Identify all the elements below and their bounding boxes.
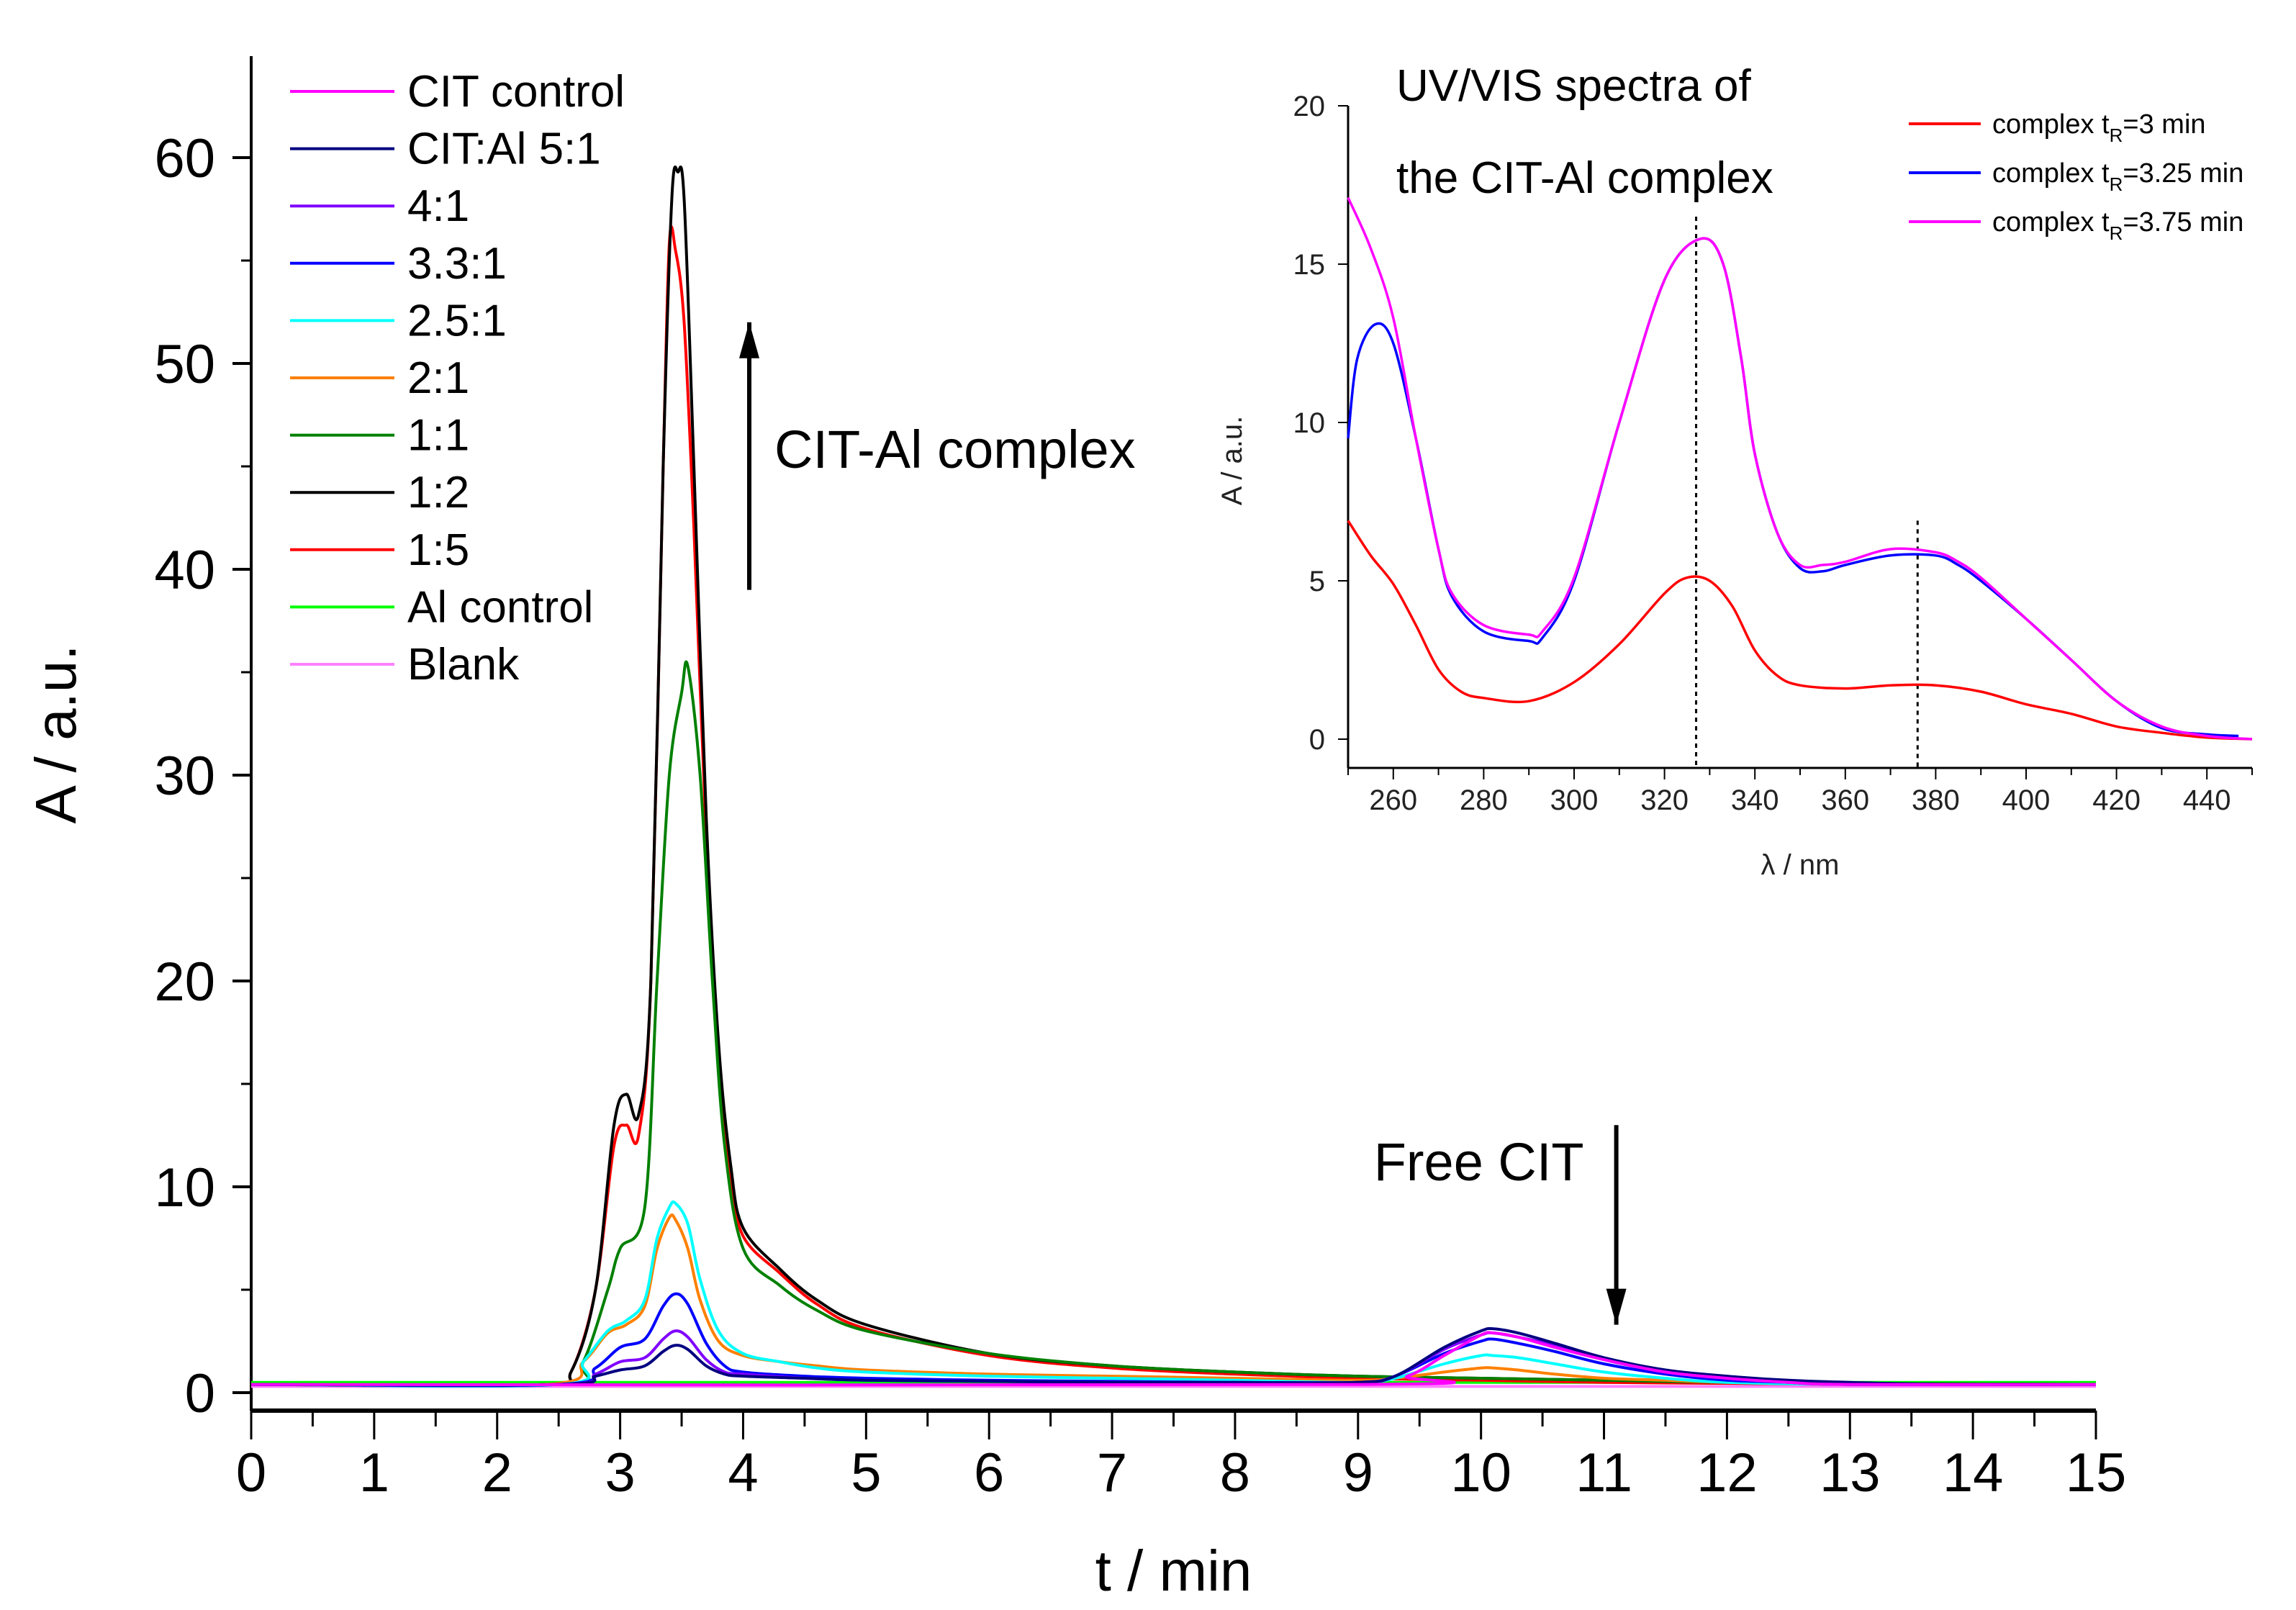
legend-subscript: R — [2110, 125, 2123, 146]
series-line-7 — [250, 166, 2097, 1387]
annotation-label: Free CIT — [1374, 1132, 1584, 1192]
x-tick-label: 2 — [482, 1442, 512, 1503]
x-tick-label: 14 — [1943, 1442, 2004, 1503]
y-tick-label: 60 — [154, 128, 215, 189]
legend-label: Blank — [407, 640, 520, 689]
legend-label: 1:2 — [407, 468, 469, 517]
x-tick-label: 4 — [728, 1442, 758, 1503]
y-axis-label: A / a.u. — [24, 644, 88, 823]
y-tick-label: 0 — [185, 1363, 215, 1424]
inset-y-tick-label: 15 — [1293, 249, 1326, 281]
series-line-5 — [250, 1213, 2097, 1388]
x-tick-label: 3 — [605, 1442, 635, 1503]
legend-label: 2:1 — [407, 353, 469, 403]
legend-subscript: R — [2110, 222, 2123, 244]
legend-label: Al control — [407, 582, 593, 632]
x-tick-label: 12 — [1696, 1442, 1758, 1503]
x-tick-label: 5 — [851, 1442, 881, 1503]
inset-x-tick-label: 380 — [1912, 784, 1960, 816]
y-tick-label: 50 — [154, 334, 215, 395]
legend-suffix: =3.75 min — [2123, 207, 2243, 238]
inset-series-line-0 — [1347, 520, 2253, 741]
x-tick-label: 7 — [1097, 1442, 1127, 1503]
inset-x-tick-label: 440 — [2183, 784, 2231, 816]
legend-label: 3.3:1 — [407, 239, 507, 289]
inset-x-axis-label: λ / nm — [1761, 849, 1840, 881]
inset-y-tick-label: 20 — [1293, 91, 1326, 122]
legend-label: 4:1 — [407, 181, 469, 231]
arrow-down-icon — [1606, 1288, 1627, 1325]
legend-label: 1:1 — [407, 411, 469, 461]
y-tick-label: 30 — [154, 746, 215, 807]
x-tick-label: 15 — [2066, 1442, 2127, 1503]
inset-y-tick-label: 0 — [1309, 724, 1325, 756]
series-line-4 — [250, 1200, 2097, 1388]
inset-axes: 260 280 300 320 340 360 380 400 420 440 0 5 10 15 20 λ … — [1216, 61, 2253, 881]
arrow-up-icon — [739, 322, 760, 358]
legend-label: CIT control — [407, 67, 625, 117]
legend-name: complex t — [1992, 158, 2110, 189]
inset-legend-label: complex tR=3 min — [1992, 109, 2206, 146]
inset-y-tick-label: 10 — [1293, 407, 1326, 439]
inset-title: UV/VIS spectra of — [1396, 61, 1752, 111]
x-tick-label: 11 — [1576, 1442, 1632, 1503]
x-tick-label: 1 — [359, 1442, 389, 1503]
inset-legend-label: complex tR=3.75 min — [1992, 207, 2243, 244]
inset-y-tick-label: 5 — [1309, 566, 1325, 597]
x-tick-label: 0 — [236, 1442, 266, 1503]
x-axis-label: t / min — [1095, 1539, 1252, 1603]
annotation-label: CIT-Al complex — [774, 420, 1136, 479]
series-line-1 — [250, 1326, 2097, 1387]
legend-label: 1:5 — [407, 525, 469, 575]
legend-subscript: R — [2110, 173, 2123, 195]
inset-x-tick-label: 320 — [1640, 784, 1689, 816]
annotation-1: Free CIT — [1374, 1125, 1627, 1325]
series-line-0 — [250, 1331, 2097, 1387]
legend-name: complex t — [1992, 109, 2110, 140]
series-line-6 — [250, 660, 2097, 1388]
annotation-0: CIT-Al complex — [739, 322, 1136, 590]
inset-series-line-1 — [1347, 237, 2239, 738]
x-tick-label: 8 — [1220, 1442, 1250, 1503]
main-legend: CIT control CIT:Al 5:1 4:1 3.3:1 2.5:1 2:1 1:1… — [290, 67, 625, 689]
inset-x-tick-label: 360 — [1821, 784, 1869, 816]
main-series — [250, 166, 2097, 1388]
inset-x-tick-label: 400 — [2002, 784, 2051, 816]
series-line-8 — [250, 225, 2097, 1387]
legend-label: CIT:Al 5:1 — [407, 125, 601, 174]
x-tick-label: 6 — [974, 1442, 1004, 1503]
inset-x-tick-label: 340 — [1731, 784, 1779, 816]
inset-x-tick-label: 300 — [1550, 784, 1599, 816]
inset-x-tick-label: 420 — [2092, 784, 2141, 816]
inset-x-tick-label: 280 — [1460, 784, 1508, 816]
inset-x-tick-label: 260 — [1369, 784, 1417, 816]
inset-title: the CIT-Al complex — [1396, 153, 1773, 203]
inset-legend-label: complex tR=3.25 min — [1992, 158, 2243, 195]
y-tick-label: 40 — [154, 540, 215, 601]
legend-suffix: =3.25 min — [2123, 158, 2243, 189]
y-tick-label: 10 — [154, 1157, 215, 1218]
x-tick-label: 13 — [1820, 1442, 1881, 1503]
inset-series-line-2 — [1347, 196, 2253, 741]
y-tick-label: 20 — [154, 951, 215, 1013]
inset-series — [1347, 196, 2253, 741]
x-tick-label: 9 — [1343, 1442, 1373, 1503]
inset-y-axis-label: A / a.u. — [1216, 416, 1248, 506]
x-tick-label: 10 — [1450, 1442, 1511, 1503]
legend-label: 2.5:1 — [407, 296, 507, 345]
legend-name: complex t — [1992, 207, 2110, 238]
legend-suffix: =3 min — [2123, 109, 2205, 140]
